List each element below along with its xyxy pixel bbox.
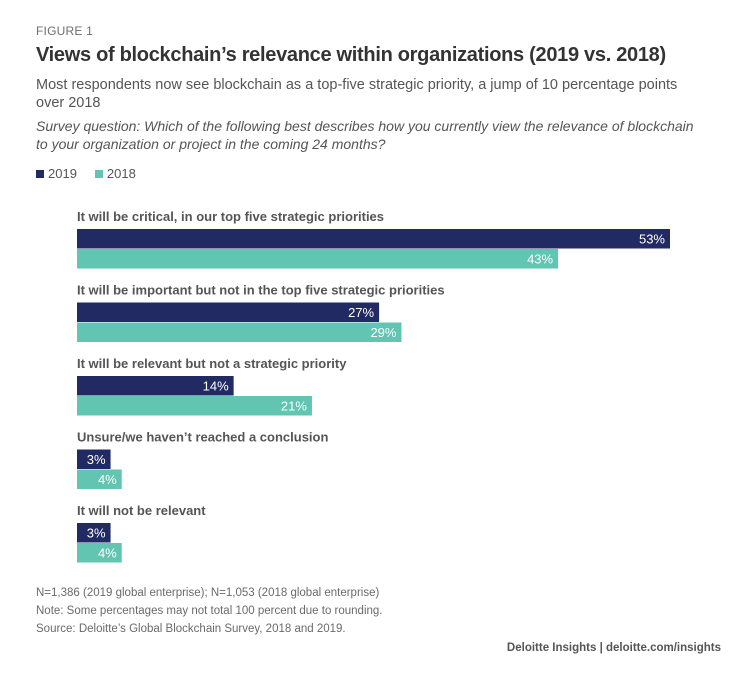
data-label-2018: 43%	[527, 252, 553, 267]
data-label-2018: 4%	[98, 546, 117, 561]
category-label: It will not be relevant	[77, 503, 206, 518]
rounding-note: Note: Some percentages may not total 100…	[36, 605, 383, 617]
bar-2019	[77, 229, 670, 249]
data-label-2019: 3%	[87, 452, 106, 467]
chart-subtitle: Most respondents now see blockchain as a…	[36, 77, 678, 111]
figure-label: FIGURE 1	[36, 24, 93, 38]
bar-chart: It will be critical, in our top five str…	[77, 209, 670, 563]
legend-swatch-2019	[36, 169, 44, 178]
survey-question: Survey question: Which of the following …	[36, 118, 694, 152]
bar-2019	[77, 302, 380, 322]
bar-2018	[77, 322, 402, 342]
data-label-2019: 53%	[639, 232, 665, 247]
source-note: Source: Deloitte’s Global Blockchain Sur…	[36, 623, 346, 635]
bar-2018	[77, 396, 312, 416]
data-label-2019: 3%	[87, 526, 106, 541]
legend-item-2018: 2018	[94, 166, 136, 181]
credit-line: Deloitte Insights | deloitte.com/insight…	[506, 642, 721, 654]
legend-item-2019: 2019	[36, 166, 77, 181]
bar-2018	[77, 469, 122, 489]
category-label: It will be relevant but not a strategic …	[77, 356, 347, 371]
data-label-2019: 14%	[203, 379, 229, 394]
bar-2019	[77, 449, 111, 469]
data-label-2018: 4%	[98, 472, 117, 487]
chart-title: Views of blockchain’s relevance within o…	[36, 44, 666, 66]
sample-size-note: N=1,386 (2019 global enterprise); N=1,05…	[36, 587, 380, 599]
footnotes: N=1,386 (2019 global enterprise); N=1,05…	[36, 584, 383, 638]
bar-2018	[77, 249, 559, 269]
legend: 2019 2018	[36, 166, 136, 181]
data-label-2018: 29%	[370, 325, 396, 340]
legend-label-2018: 2018	[106, 166, 136, 181]
legend-label-2019: 2019	[48, 166, 77, 181]
bar-2018	[77, 543, 122, 563]
bar-2019	[77, 376, 234, 396]
data-label-2019: 27%	[348, 305, 374, 320]
legend-swatch-2018	[94, 169, 103, 178]
data-label-2018: 21%	[281, 399, 307, 414]
category-label: It will be critical, in our top five str…	[77, 209, 384, 224]
bar-2019	[77, 523, 111, 543]
category-label: It will be important but not in the top …	[77, 283, 445, 298]
category-label: Unsure/we haven’t reached a conclusion	[77, 430, 328, 445]
